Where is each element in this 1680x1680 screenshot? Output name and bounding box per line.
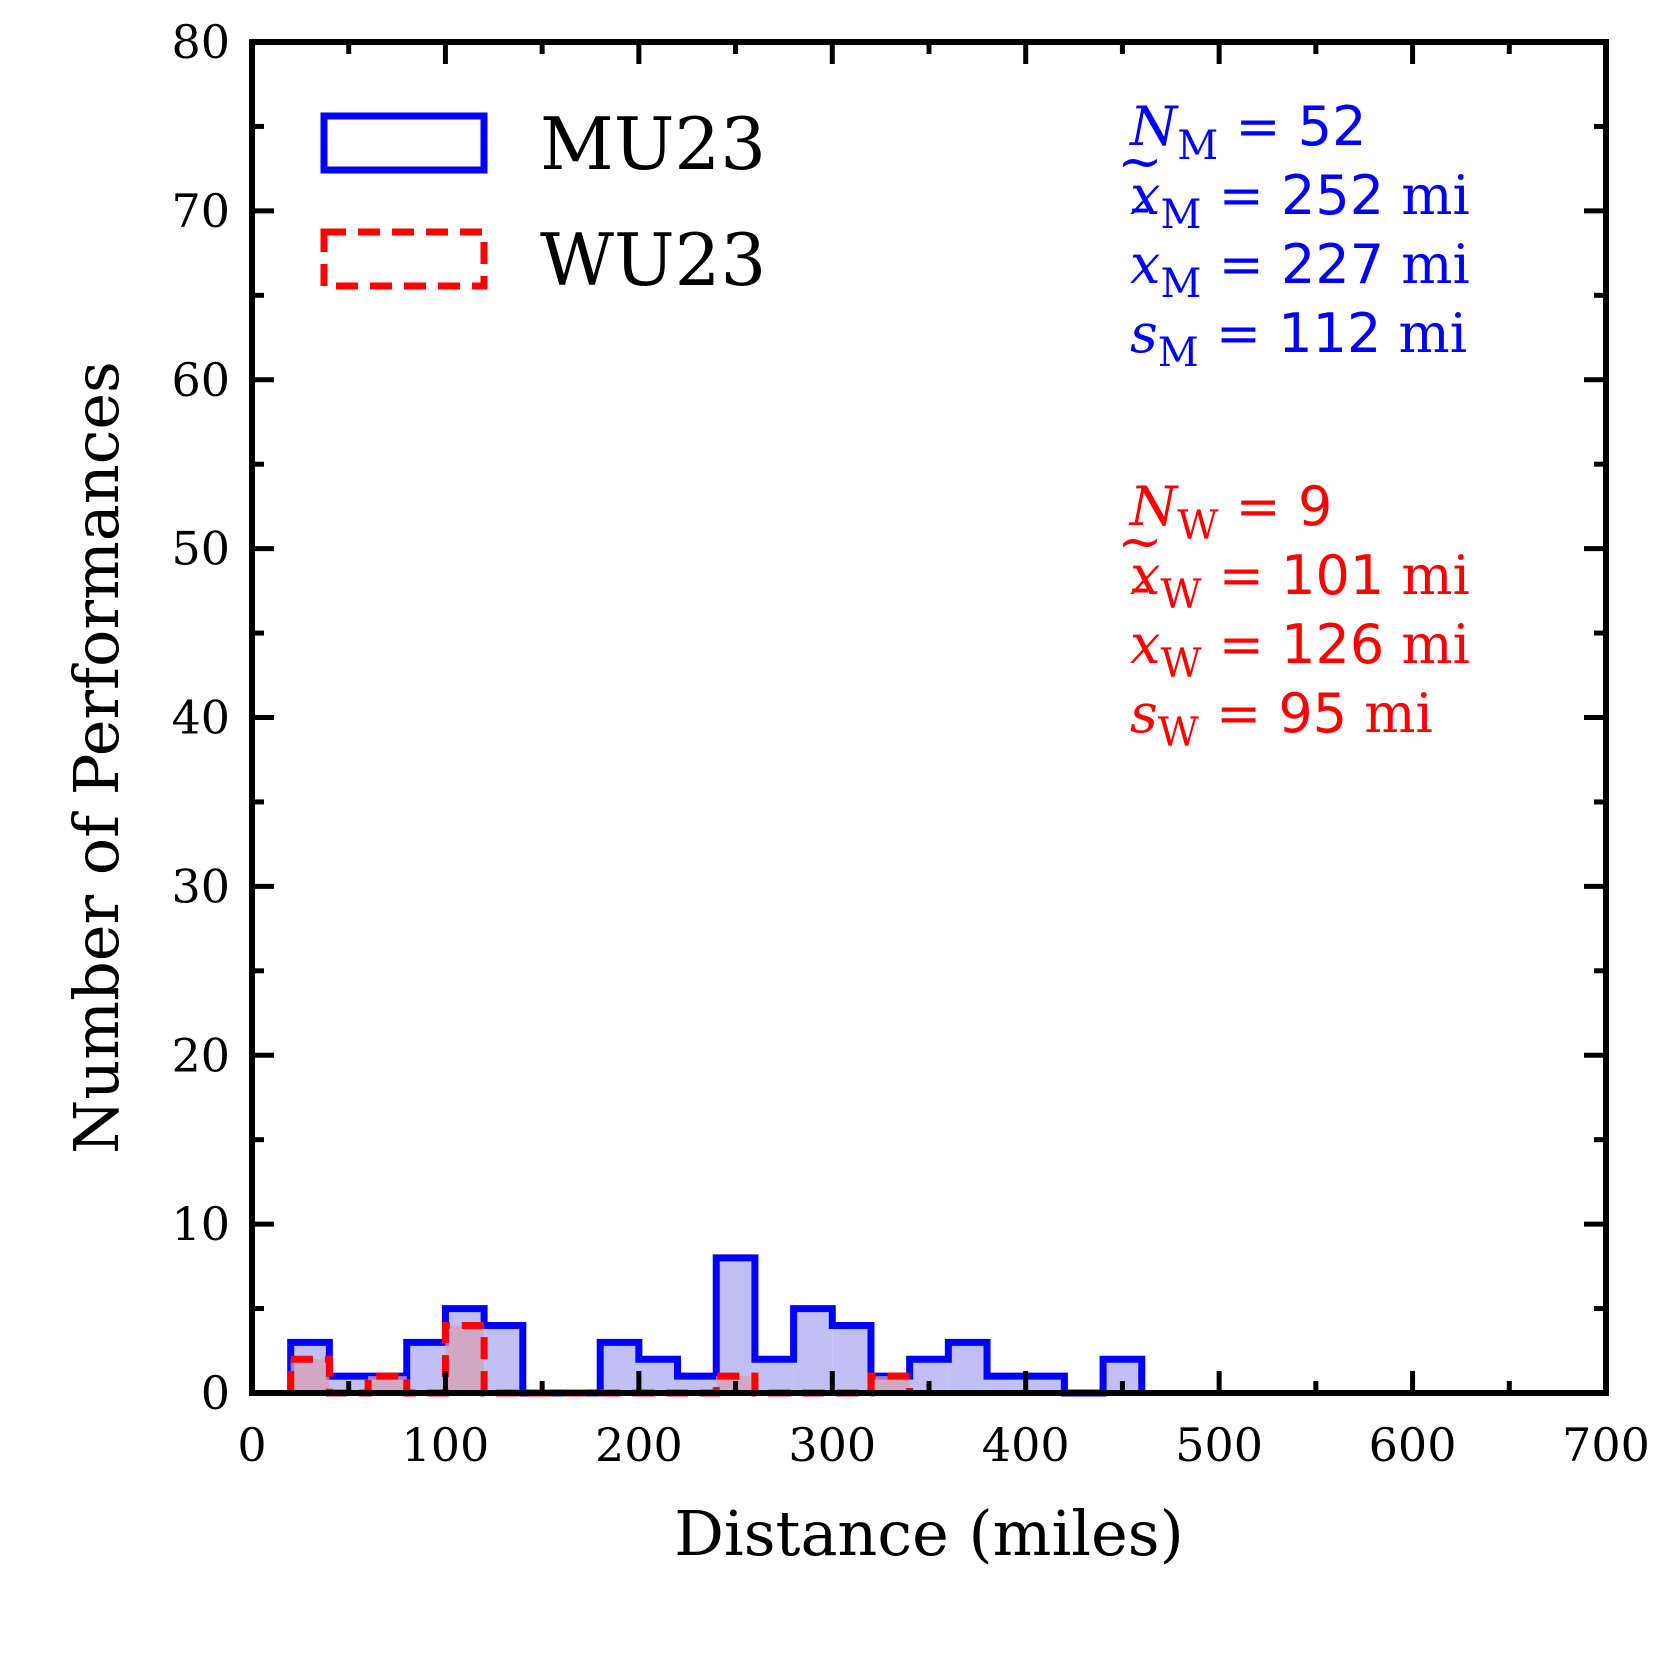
bar-mu23-280 [793, 1308, 833, 1393]
bar-mu23-360 [948, 1342, 988, 1393]
x-tick-label: 400 [982, 1418, 1070, 1472]
stat-accent: ¯ [1127, 199, 1154, 262]
stat-line-women: xW = 101 mi [1130, 544, 1470, 618]
bar-wu23-100 [445, 1325, 485, 1393]
x-tick-label: 300 [788, 1418, 876, 1472]
stats-women: NW = 9xW = 101 mi~ xW = 126 mi¯ sW = 95 mi [1117, 475, 1470, 756]
tick-labels: 0 100 200 300 400 500 600 700 0 10 20 30 40 50 60 70 80 [171, 15, 1649, 1472]
bar-mu23-200 [638, 1359, 678, 1393]
y-tick-label: 50 [171, 522, 230, 576]
y-axis-label: Number of Performances [60, 361, 133, 1154]
stat-accent: ~ [1117, 130, 1162, 193]
x-tick-label: 0 [237, 1418, 266, 1472]
plot-frame [249, 39, 1609, 1396]
stat-accent: ~ [1117, 510, 1162, 573]
x-tick-label: 600 [1369, 1418, 1457, 1472]
legend-label-mu23: MU23 [540, 102, 766, 186]
y-tick-label: 10 [171, 1197, 230, 1251]
bar-wu23-320 [870, 1376, 910, 1393]
y-tick-label: 30 [171, 859, 230, 913]
stat-line-men: xM = 227 mi [1130, 233, 1470, 307]
bar-mu23-120 [484, 1325, 523, 1393]
x-tick-label: 500 [1175, 1418, 1263, 1472]
y-tick-label: 80 [171, 15, 230, 69]
bar-mu23-400 [1025, 1376, 1065, 1393]
x-axis-label: Distance (miles) [674, 1497, 1184, 1570]
bar-mu23-300 [832, 1325, 871, 1393]
legend: MU23 WU23 [320, 102, 766, 302]
x-tick-label: 200 [595, 1418, 683, 1472]
y-tick-label: 40 [171, 691, 230, 745]
bar-wu23-20 [290, 1359, 330, 1393]
bar-wu23-60 [368, 1376, 407, 1393]
bar-mu23-240 [716, 1257, 755, 1393]
histogram-bars [287, 1254, 1146, 1397]
bar-mu23-180 [600, 1342, 639, 1393]
bar-mu23-380 [987, 1376, 1026, 1393]
series-mu23 [287, 1254, 1146, 1397]
legend-swatch-wu23 [320, 228, 488, 290]
legend-swatch-mu23 [320, 112, 488, 174]
bar-mu23-80 [406, 1342, 446, 1393]
stat-line-women: NW = 9 [1128, 475, 1332, 549]
x-tick-label: 700 [1562, 1418, 1650, 1472]
stat-line-women: sW = 95 mi [1130, 682, 1433, 756]
bar-mu23-220 [677, 1376, 717, 1393]
y-tick-label: 0 [201, 1366, 230, 1420]
bar-mu23-260 [754, 1359, 794, 1393]
stat-line-women: xW = 126 mi [1130, 613, 1470, 687]
stat-line-men: NM = 52 [1128, 95, 1367, 169]
x-tick-label: 100 [402, 1418, 490, 1472]
stat-line-men: sM = 112 mi [1130, 302, 1467, 376]
stat-line-men: xM = 252 mi [1130, 164, 1470, 238]
y-tick-label: 60 [171, 353, 230, 407]
y-tick-label: 20 [171, 1028, 230, 1082]
legend-label-wu23: WU23 [540, 218, 766, 302]
y-tick-label: 70 [171, 184, 230, 238]
stat-accent: ¯ [1127, 579, 1154, 642]
